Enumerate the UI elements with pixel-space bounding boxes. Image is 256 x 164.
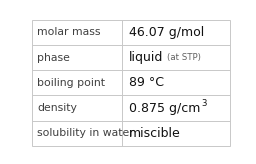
Text: 89 °C: 89 °C [129, 76, 164, 89]
Text: miscible: miscible [129, 127, 181, 140]
Text: boiling point: boiling point [37, 78, 105, 88]
Text: (at STP): (at STP) [167, 53, 200, 62]
Text: 3: 3 [201, 99, 207, 108]
Text: 0.875 g/cm: 0.875 g/cm [129, 102, 201, 115]
Text: molar mass: molar mass [37, 27, 100, 37]
Text: density: density [37, 103, 77, 113]
Text: solubility in water: solubility in water [37, 128, 134, 138]
Text: 46.07 g/mol: 46.07 g/mol [129, 26, 205, 39]
Text: liquid: liquid [129, 51, 164, 64]
Text: phase: phase [37, 53, 70, 62]
